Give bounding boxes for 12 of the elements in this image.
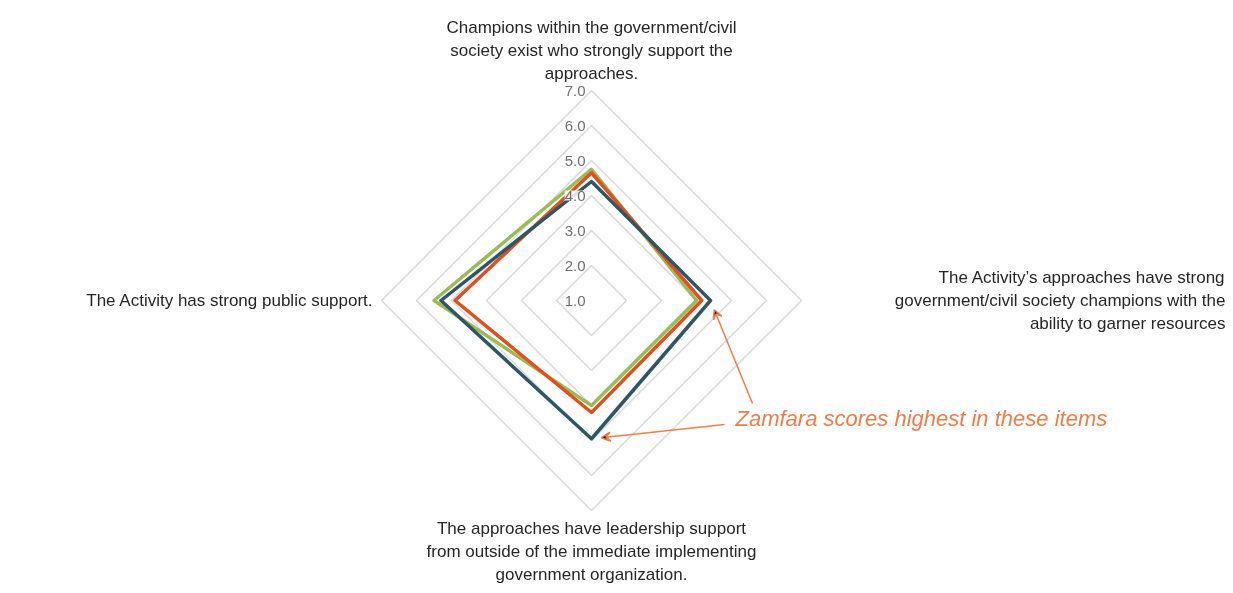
y-tick-label: 5.0 [564, 151, 586, 169]
y-tick-label: 4.0 [564, 186, 586, 204]
y-tick-label: 2.0 [564, 256, 586, 274]
y-tick-label: 3.0 [564, 221, 586, 239]
spoke-label: The Activity has strong public support. [86, 291, 373, 310]
text: Zamfara scores highest in these items [734, 406, 1108, 431]
spoke-label: Champions within the government/civil society exist who strongly support the approaches. [446, 17, 737, 83]
y-tick-label: 1.0 [564, 291, 586, 309]
spoke-label: The Activity’s approaches have strong government/civil society champions with the ability to garner resources [894, 268, 1226, 333]
y-tick-label: 7.0 [564, 81, 586, 99]
spoke-label: The approaches have leadership support from outside of the immediate implementing government organization. [426, 518, 757, 584]
y-tick-label: 6.0 [564, 116, 586, 134]
